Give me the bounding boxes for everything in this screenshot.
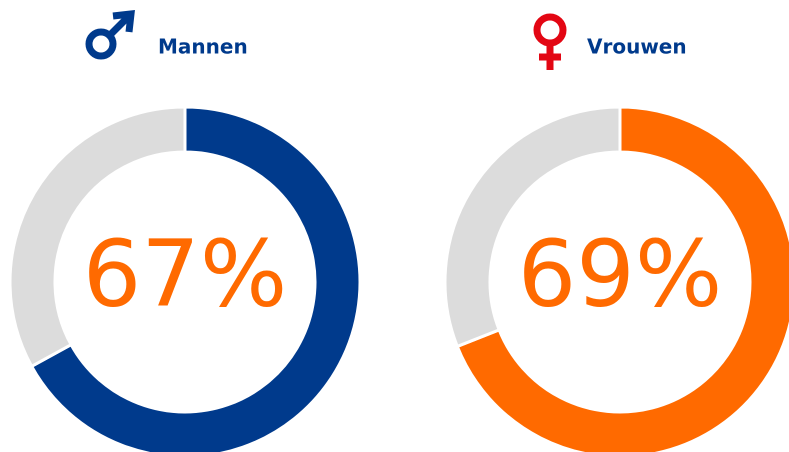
donut-segment	[455, 105, 789, 452]
donut-segment	[29, 105, 362, 452]
female-icon	[533, 13, 567, 70]
chart-title: Vrouwen	[587, 35, 687, 59]
male-icon	[85, 10, 135, 60]
center-label: 69%	[518, 221, 722, 328]
chart-title: Mannen	[158, 35, 248, 59]
center-label: 67%	[83, 221, 287, 328]
donut-segment	[8, 105, 187, 369]
donut-segment	[443, 105, 622, 349]
